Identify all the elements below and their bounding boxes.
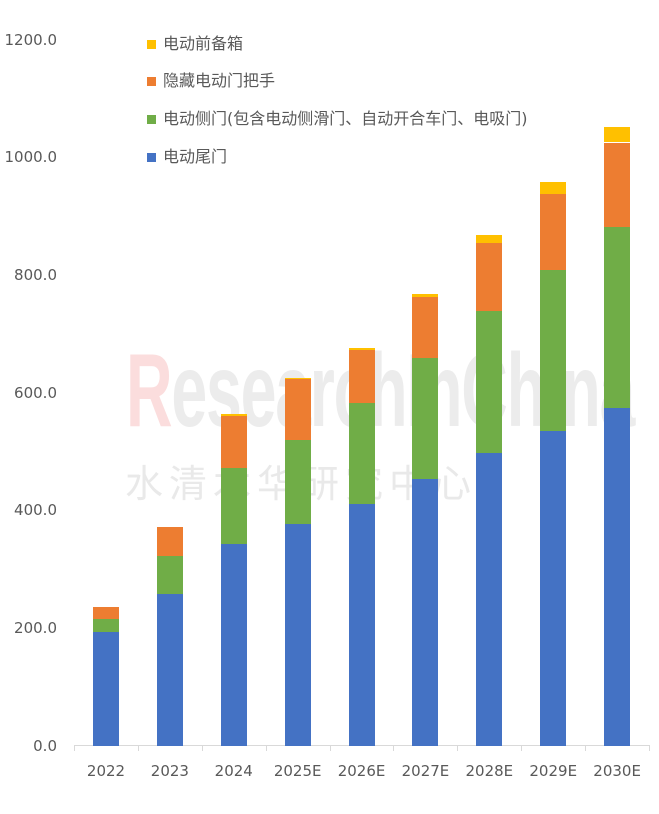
y-tick-label: 800.0 <box>14 265 57 284</box>
bar-segment <box>220 414 247 416</box>
bar-segment <box>540 193 567 270</box>
bar-2024 <box>220 414 247 746</box>
bar-segment <box>348 350 375 403</box>
bar-segment <box>604 407 631 746</box>
bar-segment <box>604 142 631 227</box>
x-tick-mark <box>585 745 587 751</box>
bar-segment <box>540 430 567 746</box>
bar-2027E <box>412 293 439 746</box>
y-tick-label: 0.0 <box>33 736 57 755</box>
watermark-r: R <box>126 333 173 449</box>
bar-segment <box>412 357 439 480</box>
bar-segment <box>220 467 247 545</box>
legend-swatch-yellow <box>147 40 156 49</box>
bar-segment <box>220 415 247 468</box>
legend-swatch-orange <box>147 77 156 86</box>
bar-segment <box>348 504 375 746</box>
x-tick-mark <box>137 745 139 751</box>
bar-2026E <box>348 348 375 746</box>
bar-segment <box>412 297 439 358</box>
bar-segment <box>156 556 183 595</box>
bar-segment <box>476 452 503 746</box>
y-tick-label: 200.0 <box>14 619 57 637</box>
bar-2028E <box>476 234 503 746</box>
bar-segment <box>476 242 503 312</box>
x-tick-label: 2026E <box>337 762 386 780</box>
bar-segment <box>476 311 503 453</box>
y-tick-label: 1200.0 <box>4 30 58 49</box>
bar-segment <box>284 524 311 746</box>
bar-2023 <box>156 526 183 746</box>
bar-2022 <box>92 606 119 746</box>
legend-label: 隐藏电动门把手 <box>163 71 276 90</box>
bar-2030E <box>604 126 631 746</box>
bar-segment <box>348 402 375 505</box>
bar-segment <box>92 632 119 746</box>
x-tick-mark <box>649 745 650 751</box>
bar-2025E <box>284 377 311 746</box>
x-tick-label: 2027E <box>401 762 450 780</box>
y-tick-label: 1000.0 <box>4 148 58 167</box>
x-tick-mark <box>329 745 331 751</box>
bar-segment <box>156 594 183 746</box>
y-tick-label: 400.0 <box>14 501 57 520</box>
legend-label: 电动前备箱 <box>163 34 244 53</box>
y-tick-label: 600.0 <box>14 383 57 402</box>
x-tick-mark <box>393 745 395 751</box>
x-tick-label: 2025E <box>273 762 322 780</box>
bar-segment <box>540 181 567 194</box>
bar-segment <box>284 379 311 440</box>
bar-segment <box>92 619 119 633</box>
bar-segment <box>92 606 119 620</box>
bar-segment <box>412 479 439 746</box>
bar-segment <box>540 269 567 431</box>
legend-label: 电动尾门 <box>163 147 228 166</box>
x-tick-mark <box>201 745 203 751</box>
x-tick-mark <box>74 745 75 751</box>
bar-segment <box>284 377 311 380</box>
x-tick-label: 2028E <box>465 762 514 780</box>
x-tick-mark <box>265 745 267 751</box>
x-tick-label: 2024 <box>214 762 253 780</box>
x-tick-label: 2029E <box>529 762 578 780</box>
x-tick-label: 2030E <box>593 762 641 780</box>
bar-segment <box>156 526 183 557</box>
x-tick-mark <box>521 745 523 751</box>
bar-segment <box>412 293 439 298</box>
x-tick-label: 2023 <box>150 762 189 780</box>
bar-2029E <box>540 181 567 746</box>
legend-label: 电动侧门(包含电动侧滑门、自动开合车门、电吸门) <box>163 109 528 128</box>
bar-segment <box>604 226 631 408</box>
bar-segment <box>220 544 247 746</box>
bar-segment <box>476 234 503 243</box>
legend-swatch-blue <box>147 153 156 162</box>
bar-segment <box>284 439 311 525</box>
x-tick-mark <box>457 745 459 751</box>
legend-swatch-green <box>147 115 156 124</box>
bar-segment <box>604 126 631 143</box>
x-tick-label: 2022 <box>86 762 126 780</box>
bar-segment <box>348 348 375 351</box>
